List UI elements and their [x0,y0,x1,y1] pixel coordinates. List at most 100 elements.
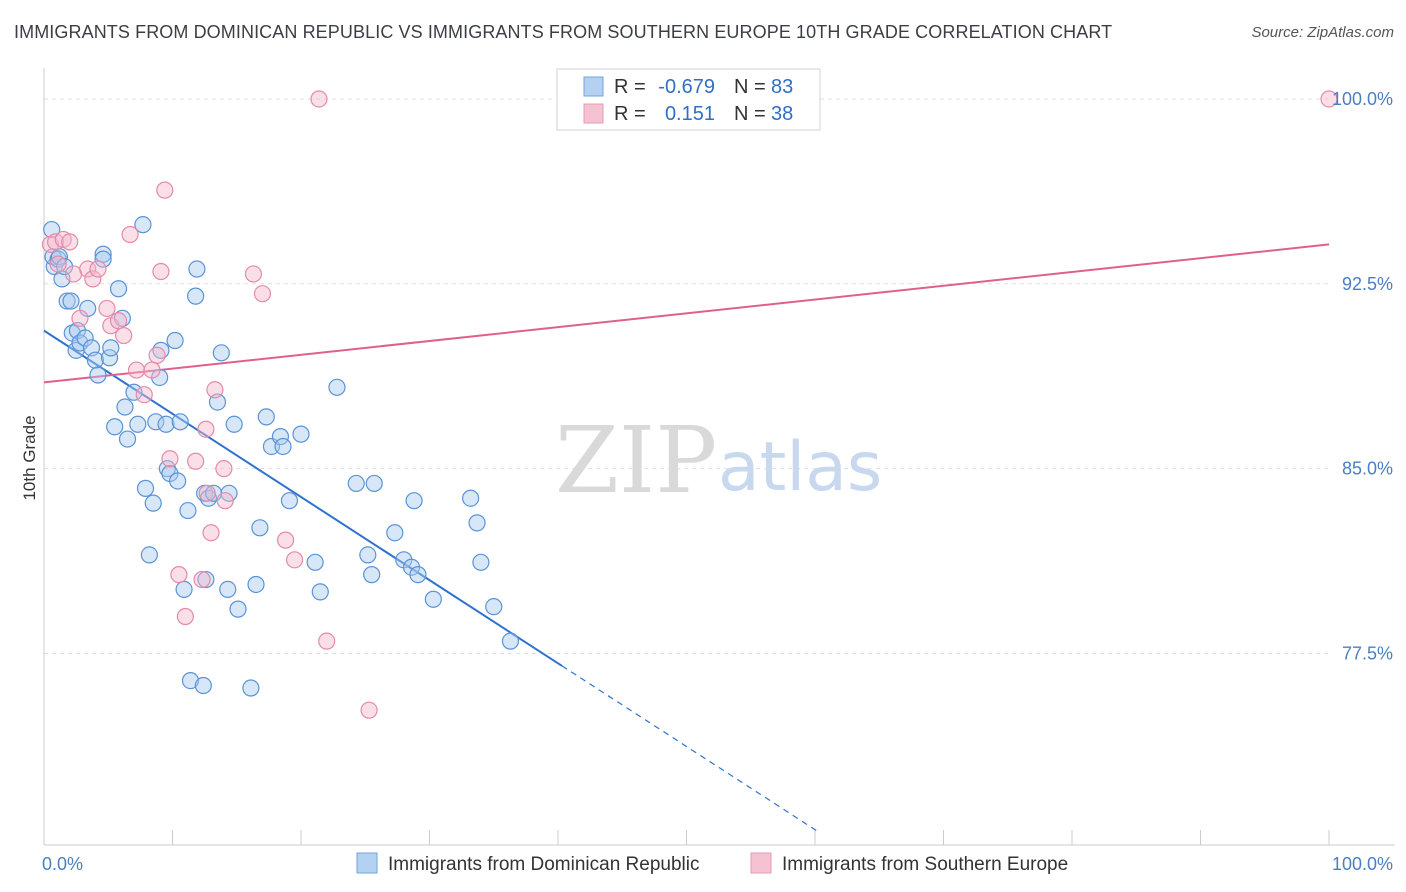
point-dominican-republic [106,418,124,436]
point-southern-europe [318,632,336,650]
point-southern-europe [215,460,233,478]
point-dominican-republic [118,430,137,448]
point-dominican-republic [129,415,147,433]
legend-r-value: 0.151 [665,103,715,125]
point-dominican-republic [76,329,94,347]
point-dominican-republic [501,632,520,650]
data-points [41,90,1338,719]
y-tick-label: 85.0% [1342,459,1393,479]
point-southern-europe [202,524,220,542]
chart-title: IMMIGRANTS FROM DOMINICAN REPUBLIC VS IM… [14,22,1113,42]
point-dominican-republic [328,378,346,396]
point-dominican-republic [274,437,292,456]
legend-r-value: -0.679 [658,76,715,98]
point-dominican-republic [169,472,187,490]
watermark: ZIP atlas [555,407,882,514]
point-dominican-republic [306,553,324,571]
source-label: Source: ZipAtlas.com [1251,24,1394,41]
point-dominican-republic [225,415,243,433]
point-dominican-republic [179,501,197,520]
trend-line-dominican-republic [43,329,563,667]
point-southern-europe [127,361,146,379]
point-dominican-republic [188,260,206,278]
point-dominican-republic [365,474,383,493]
point-dominican-republic [485,598,503,616]
point-southern-europe [135,386,153,404]
point-southern-europe [109,312,128,330]
point-southern-europe [276,531,295,549]
point-dominican-republic [58,292,76,310]
bottom-legend-swatch-pink [750,852,772,874]
point-dominican-republic [140,546,158,564]
point-dominican-republic [229,600,247,618]
point-dominican-republic [468,514,486,532]
point-dominican-republic [363,566,381,584]
point-dominican-republic [386,524,404,542]
point-dominican-republic [242,679,260,697]
point-southern-europe [71,309,89,327]
x-tick-label: 100.0% [1332,854,1393,874]
watermark-atlas: atlas [718,428,882,507]
point-dominican-republic [472,553,490,571]
point-dominican-republic [311,583,329,601]
point-dominican-republic [102,339,120,357]
y-tick-label: 92.5% [1342,274,1393,294]
point-dominican-republic [347,474,365,493]
point-southern-europe [253,285,272,303]
point-dominican-republic [409,566,427,584]
point-dominican-republic [271,428,290,446]
y-tick-label: 77.5% [1342,643,1393,663]
point-dominican-republic [197,570,215,589]
point-dominican-republic [157,415,175,433]
point-southern-europe [156,181,174,199]
x-tick-labels: 0.0% 100.0% [42,854,1393,874]
legend-n-label: N = [734,76,766,98]
point-southern-europe [285,551,304,569]
legend-swatch-pink [583,103,604,124]
point-dominican-republic [136,479,155,497]
bottom-legend-swatch-blue [356,852,378,874]
point-southern-europe [49,255,67,273]
point-dominican-republic [257,408,275,426]
point-dominican-republic [247,575,265,594]
point-dominican-republic [194,676,212,695]
point-southern-europe [198,484,216,502]
point-southern-europe [310,90,328,108]
bottom-legend-label-blue: Immigrants from Dominican Republic [388,854,700,875]
point-southern-europe [98,299,116,318]
point-dominican-republic [359,546,377,564]
point-dominican-republic [424,590,442,608]
point-dominican-republic [144,494,162,512]
trend-line-southern-europe [43,243,1330,384]
point-southern-europe [143,361,161,379]
bottom-legend: Immigrants from Dominican Republic Immig… [356,852,1068,875]
point-dominican-republic [62,292,80,310]
legend-r-label: R = [614,103,646,125]
legend-r-label: R = [614,76,646,98]
point-southern-europe [187,452,205,470]
point-dominican-republic [94,250,112,268]
point-dominican-republic [405,492,423,510]
point-southern-europe [197,420,215,438]
point-dominican-republic [219,580,237,599]
point-dominican-republic [462,489,480,507]
point-southern-europe [152,262,170,281]
point-southern-europe [148,346,166,364]
point-dominican-republic [86,351,105,369]
point-dominican-republic [175,580,193,599]
point-southern-europe [1320,90,1338,108]
axes [43,68,1395,846]
point-southern-europe [89,260,107,278]
grid-lines [44,98,1329,654]
point-dominican-republic [212,344,230,362]
x-tick-label: 0.0% [42,854,83,874]
point-southern-europe [84,270,102,288]
point-dominican-republic [166,331,184,350]
point-dominican-republic [171,413,189,431]
y-axis-title: 10th Grade [20,415,39,500]
y-tick-labels: 77.5% 85.0% 92.5% 100.0% [1332,89,1393,664]
legend-swatch-blue [583,76,604,97]
point-dominican-republic [89,366,107,384]
point-dominican-republic [125,383,143,401]
